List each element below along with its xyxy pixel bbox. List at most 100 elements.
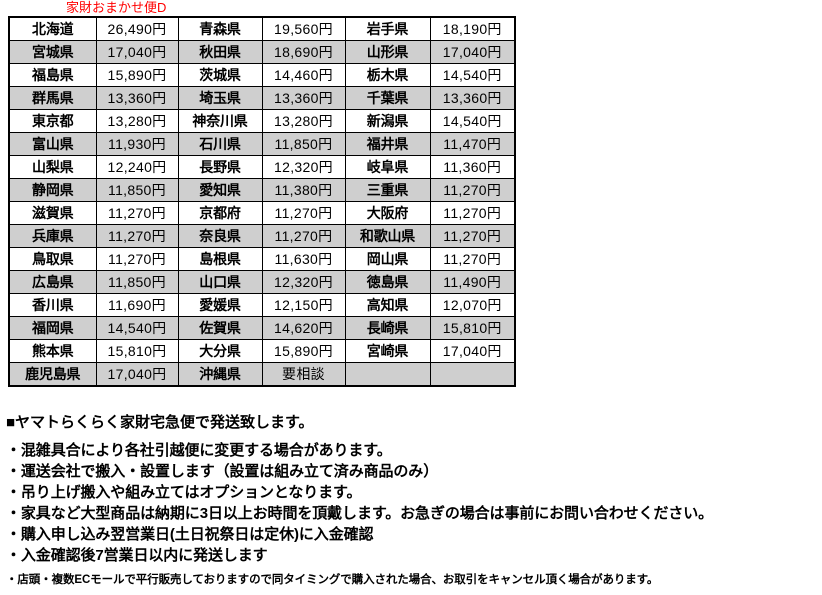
prefecture-cell: 岩手県	[344, 16, 431, 41]
notes-list: ・混雑具合により各社引越便に変更する場合があります。 ・運送会社で搬入・設置します…	[6, 440, 818, 566]
price-cell: 14,460円	[261, 63, 346, 87]
table-row: 北海道 26,490円 青森県 19,560円 岩手県 18,190円	[8, 16, 516, 41]
prefecture-cell: 広島県	[8, 270, 97, 294]
notes-heading: ■ヤマトらくらく家財宅急便で発送致します。	[6, 414, 314, 431]
prefecture-cell: 愛知県	[177, 178, 263, 202]
price-cell: 13,360円	[261, 86, 346, 110]
price-cell: 11,270円	[429, 178, 516, 202]
table-row: 兵庫県 11,270円 奈良県 11,270円 和歌山県 11,270円	[8, 224, 516, 248]
note-line: ・購入申し込み翌営業日(土日祝祭日は定休)に入金確認	[6, 526, 374, 543]
note-line: ・家具など大型商品は納期に3日以上お時間を頂戴します。お急ぎの場合は事前にお問い…	[6, 505, 714, 522]
prefecture-cell: 東京都	[8, 109, 97, 133]
price-cell: 13,360円	[429, 86, 516, 110]
price-cell: 26,490円	[95, 16, 179, 41]
prefecture-cell: 千葉県	[344, 86, 431, 110]
price-cell: 11,270円	[429, 224, 516, 248]
price-cell: 11,270円	[261, 201, 346, 225]
table-row: 福岡県 14,540円 佐賀県 14,620円 長崎県 15,810円	[8, 316, 516, 340]
price-cell: 12,070円	[429, 293, 516, 317]
prefecture-cell: 大分県	[177, 339, 263, 363]
empty-cell	[344, 362, 431, 387]
price-cell: 11,270円	[95, 247, 179, 271]
prefecture-cell: 山口県	[177, 270, 263, 294]
price-cell: 11,270円	[261, 224, 346, 248]
prefecture-cell: 石川県	[177, 132, 263, 156]
price-cell: 14,540円	[429, 63, 516, 87]
table-row: 山梨県 12,240円 長野県 12,320円 岐阜県 11,360円	[8, 155, 516, 179]
prefecture-cell: 新潟県	[344, 109, 431, 133]
price-cell: 11,270円	[429, 247, 516, 271]
prefecture-cell: 岡山県	[344, 247, 431, 271]
price-cell: 12,320円	[261, 270, 346, 294]
prefecture-cell: 島根県	[177, 247, 263, 271]
shipping-fee-table-container: 北海道 26,490円 青森県 19,560円 岩手県 18,190円 宮城県 17,040円…	[8, 16, 516, 387]
price-cell: 14,540円	[95, 316, 179, 340]
price-cell: 12,150円	[261, 293, 346, 317]
note-line: ・運送会社で搬入・設置します（設置は組み立て済み商品のみ）	[6, 463, 439, 480]
prefecture-cell: 長崎県	[344, 316, 431, 340]
prefecture-cell: 山梨県	[8, 155, 97, 179]
notes-section: ■ヤマトらくらく家財宅急便で発送致します。 ・混雑具合により各社引越便に変更する…	[6, 412, 818, 589]
price-cell: 11,270円	[429, 201, 516, 225]
price-cell: 17,040円	[429, 339, 516, 363]
price-cell: 15,890円	[95, 63, 179, 87]
price-cell: 13,280円	[95, 109, 179, 133]
price-cell: 11,930円	[95, 132, 179, 156]
prefecture-cell: 群馬県	[8, 86, 97, 110]
prefecture-cell: 愛媛県	[177, 293, 263, 317]
prefecture-cell: 静岡県	[8, 178, 97, 202]
prefecture-cell: 山形県	[344, 40, 431, 64]
prefecture-cell: 福島県	[8, 63, 97, 87]
price-cell: 11,270円	[95, 201, 179, 225]
prefecture-cell: 埼玉県	[177, 86, 263, 110]
price-cell: 15,810円	[95, 339, 179, 363]
prefecture-cell: 宮崎県	[344, 339, 431, 363]
note-line: ・吊り上げ搬入や組み立てはオプションとなります。	[6, 484, 362, 501]
prefecture-cell: 茨城県	[177, 63, 263, 87]
prefecture-cell: 三重県	[344, 178, 431, 202]
price-cell: 17,040円	[95, 362, 179, 387]
table-row: 滋賀県 11,270円 京都府 11,270円 大阪府 11,270円	[8, 201, 516, 225]
table-row: 香川県 11,690円 愛媛県 12,150円 高知県 12,070円	[8, 293, 516, 317]
table-row: 鳥取県 11,270円 島根県 11,630円 岡山県 11,270円	[8, 247, 516, 271]
table-row: 富山県 11,930円 石川県 11,850円 福井県 11,470円	[8, 132, 516, 156]
price-cell: 11,360円	[429, 155, 516, 179]
prefecture-cell: 奈良県	[177, 224, 263, 248]
prefecture-cell: 京都府	[177, 201, 263, 225]
price-cell: 11,850円	[261, 132, 346, 156]
price-cell: 11,850円	[95, 270, 179, 294]
price-cell: 11,490円	[429, 270, 516, 294]
page-title: 家財おまかせ便D	[66, 0, 167, 15]
prefecture-cell: 大阪府	[344, 201, 431, 225]
price-cell: 17,040円	[95, 40, 179, 64]
price-cell: 18,690円	[261, 40, 346, 64]
prefecture-cell: 秋田県	[177, 40, 263, 64]
price-cell: 12,240円	[95, 155, 179, 179]
prefecture-cell: 福井県	[344, 132, 431, 156]
price-cell: 11,850円	[95, 178, 179, 202]
shipping-fee-table: 北海道 26,490円 青森県 19,560円 岩手県 18,190円 宮城県 17,040円…	[8, 16, 516, 387]
price-cell: 11,690円	[95, 293, 179, 317]
table-row: 宮城県 17,040円 秋田県 18,690円 山形県 17,040円	[8, 40, 516, 64]
table-row: 鹿児島県 17,040円 沖縄県 要相談	[8, 362, 516, 387]
prefecture-cell: 熊本県	[8, 339, 97, 363]
price-cell: 13,360円	[95, 86, 179, 110]
prefecture-cell: 香川県	[8, 293, 97, 317]
price-cell: 11,270円	[95, 224, 179, 248]
prefecture-cell: 佐賀県	[177, 316, 263, 340]
prefecture-cell: 青森県	[177, 16, 263, 41]
table-row: 静岡県 11,850円 愛知県 11,380円 三重県 11,270円	[8, 178, 516, 202]
prefecture-cell: 沖縄県	[177, 362, 263, 387]
table-row: 東京都 13,280円 神奈川県 13,280円 新潟県 14,540円	[8, 109, 516, 133]
prefecture-cell: 長野県	[177, 155, 263, 179]
price-cell: 要相談	[261, 362, 346, 387]
price-cell: 19,560円	[261, 16, 346, 41]
price-cell: 11,380円	[261, 178, 346, 202]
note-line: ・入金確認後7営業日以内に発送します	[6, 547, 268, 564]
prefecture-cell: 宮城県	[8, 40, 97, 64]
table-row: 福島県 15,890円 茨城県 14,460円 栃木県 14,540円	[8, 63, 516, 87]
prefecture-cell: 和歌山県	[344, 224, 431, 248]
table-row: 熊本県 15,810円 大分県 15,890円 宮崎県 17,040円	[8, 339, 516, 363]
price-cell: 17,040円	[429, 40, 516, 64]
price-cell: 11,470円	[429, 132, 516, 156]
